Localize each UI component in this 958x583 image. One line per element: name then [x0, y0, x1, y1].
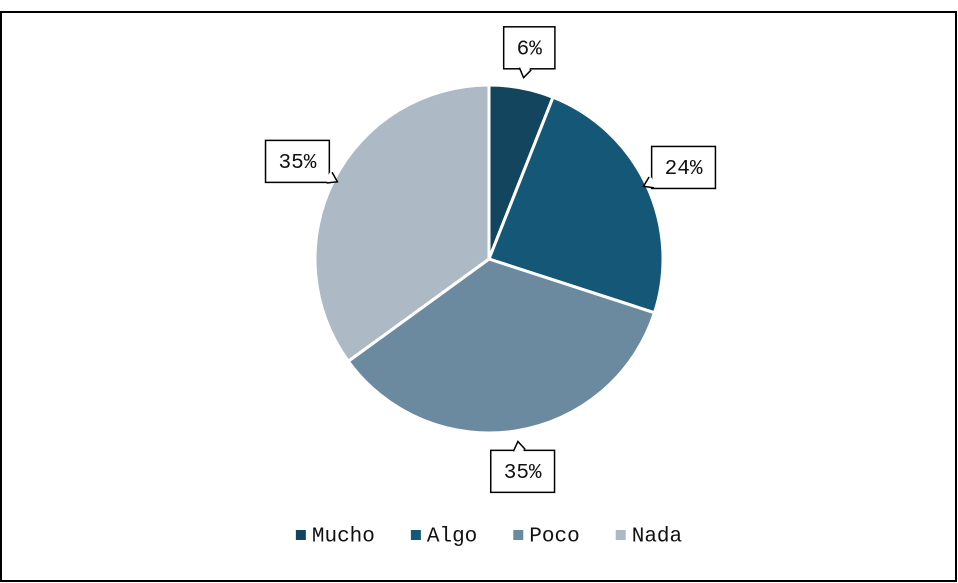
legend-swatch [295, 530, 306, 540]
pie-slice [346, 257, 657, 435]
legend-swatch [615, 530, 626, 540]
legend-swatch [410, 530, 421, 540]
data-label-box [264, 139, 331, 184]
data-label-box [650, 145, 717, 190]
data-label-pointer-cover [520, 65, 531, 76]
data-label: 24% [665, 158, 703, 181]
data-label-pointer-cover [514, 443, 525, 454]
legend-swatch [513, 530, 524, 540]
legend-label: Nada [632, 526, 682, 549]
data-label: 35% [279, 152, 317, 175]
data-label-pointer-cover [645, 177, 656, 186]
data-label-box [489, 449, 556, 494]
legend-label: Poco [529, 526, 579, 549]
data-label: 6% [517, 38, 543, 61]
data-label-pointer-cover [325, 172, 336, 182]
data-label: 35% [504, 462, 542, 485]
legend-label: Mucho [312, 526, 375, 549]
legend-label: Algo [427, 526, 477, 549]
